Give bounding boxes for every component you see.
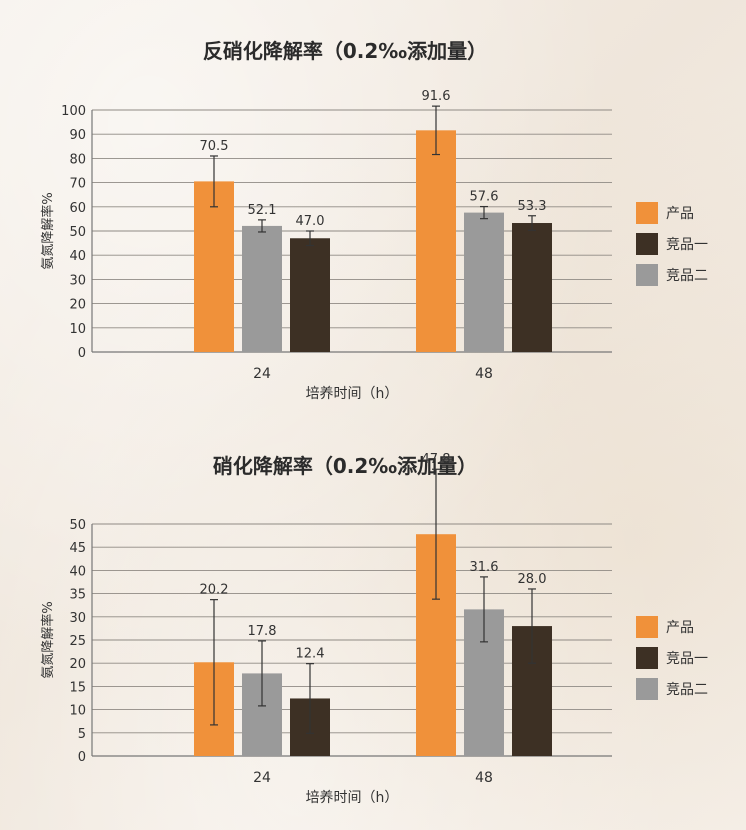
chart-title: 反硝化降解率（0.2‰添加量） (203, 39, 487, 63)
data-label: 28.0 (518, 572, 547, 587)
y-tick-label: 30 (69, 273, 86, 288)
bar (416, 130, 456, 352)
x-tick-label: 24 (253, 366, 271, 382)
x-tick-label: 48 (475, 770, 493, 786)
y-tick-label: 40 (69, 564, 86, 579)
legend-label: 竞品二 (666, 681, 708, 698)
x-tick-label: 48 (475, 366, 493, 382)
data-label: 31.6 (470, 560, 499, 575)
nitrification-chart: 硝化降解率（0.2‰添加量） 0 5 10 15 20 25 30 35 40 45 50 氨氮降解率%… (40, 452, 708, 806)
y-tick-label: 70 (69, 177, 86, 192)
legend-label: 产品 (666, 620, 694, 636)
y-tick-label: 80 (69, 152, 86, 167)
legend-swatch (636, 616, 658, 638)
bar (242, 225, 282, 352)
data-label: 47.8 (422, 452, 451, 467)
legend-label: 竞品二 (666, 267, 708, 284)
legend-label: 竞品一 (666, 650, 708, 667)
bar (194, 181, 234, 352)
x-axis-label: 培养时间（h） (306, 386, 399, 402)
y-axis-label: 氨氮降解率% (40, 192, 56, 269)
y-tick-label: 45 (69, 541, 86, 556)
y-tick-label: 0 (78, 750, 86, 765)
legend-label: 产品 (666, 206, 694, 222)
y-tick-label: 60 (69, 201, 86, 216)
data-label: 17.8 (248, 624, 277, 639)
data-label: 47.0 (296, 214, 325, 229)
data-label: 91.6 (422, 89, 451, 104)
legend-swatch (636, 264, 658, 286)
x-tick-label: 24 (253, 770, 271, 786)
y-tick-label: 20 (69, 657, 86, 672)
data-label: 52.1 (248, 203, 277, 218)
x-axis-label: 培养时间（h） (306, 790, 399, 806)
y-tick-label: 35 (69, 588, 86, 603)
y-tick-label: 15 (69, 680, 86, 695)
bar (290, 238, 330, 352)
y-tick-label: 30 (69, 611, 86, 626)
y-tick-label: 10 (69, 322, 86, 337)
y-tick-label: 25 (69, 634, 86, 649)
y-tick-label: 90 (69, 128, 86, 143)
y-tick-label: 10 (69, 704, 86, 719)
legend-swatch (636, 647, 658, 669)
y-tick-label: 0 (78, 346, 86, 361)
y-axis-label: 氨氮降解率% (40, 601, 56, 678)
data-label: 70.5 (200, 139, 229, 154)
legend-swatch (636, 678, 658, 700)
bar (512, 223, 552, 352)
y-tick-label: 40 (69, 249, 86, 264)
legend-label: 竞品一 (666, 236, 708, 253)
legend-swatch (636, 202, 658, 224)
y-tick-label: 5 (78, 727, 86, 742)
data-label: 12.4 (296, 647, 325, 662)
y-tick-label: 50 (69, 225, 86, 240)
legend-swatch (636, 233, 658, 255)
y-tick-label: 100 (61, 104, 86, 119)
y-tick-label: 20 (69, 298, 86, 313)
y-tick-label: 50 (69, 518, 86, 533)
denitrification-chart: 反硝化降解率（0.2‰添加量） 0 10 20 30 40 50 60 70 80 90 100 氨氮降… (40, 39, 708, 402)
chart-title: 硝化降解率（0.2‰添加量） (213, 454, 477, 478)
data-label: 53.3 (518, 199, 547, 214)
data-label: 20.2 (200, 583, 229, 598)
bar (464, 212, 504, 352)
data-label: 57.6 (470, 190, 499, 205)
